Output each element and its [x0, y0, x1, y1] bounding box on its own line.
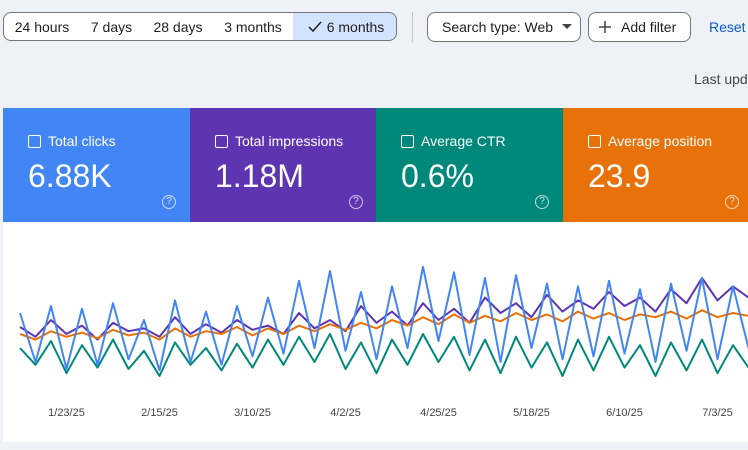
help-icon[interactable]: ?: [349, 195, 363, 209]
x-tick-label: 1/23/25: [48, 407, 85, 419]
metric-card[interactable]: Average position 23.9?: [563, 108, 748, 222]
divider: [412, 12, 413, 42]
help-icon[interactable]: ?: [162, 195, 176, 209]
metric-label: Average position: [608, 133, 713, 149]
series-line: [19, 333, 748, 377]
plus-icon: [599, 21, 611, 33]
metric-label: Average CTR: [421, 133, 506, 149]
chart-panel: [3, 222, 748, 442]
last-updated: Last updated: [694, 71, 748, 87]
metric-value: 1.18M: [215, 158, 304, 194]
x-tick-label: 4/2/25: [330, 407, 361, 419]
x-tick-label: 7/3/25: [702, 407, 733, 419]
help-icon[interactable]: ?: [535, 195, 549, 209]
metric-label: Total clicks: [48, 133, 116, 149]
add-filter-button[interactable]: Add filter: [588, 12, 691, 42]
checkbox[interactable]: [28, 135, 41, 148]
add-filter-label: Add filter: [621, 19, 677, 35]
reset-link[interactable]: Reset: [709, 19, 746, 35]
help-icon[interactable]: ?: [725, 195, 739, 209]
x-tick-label: 6/10/25: [606, 407, 643, 419]
range-button[interactable]: 6 months: [293, 12, 397, 41]
metric-value: 23.9: [588, 158, 651, 194]
x-tick-label: 5/18/25: [513, 407, 550, 419]
search-type-label: Search type: Web: [442, 19, 554, 35]
search-type-button[interactable]: Search type: Web: [427, 12, 581, 42]
dropdown-icon: [562, 24, 572, 29]
metric-card[interactable]: Total impressions 1.18M?: [190, 108, 377, 222]
series-line: [19, 277, 748, 341]
series-line: [19, 265, 748, 372]
metric-value: 0.6%: [401, 158, 474, 194]
metric-card[interactable]: Average CTR 0.6%?: [376, 108, 563, 222]
metric-label: Total impressions: [235, 133, 344, 149]
metric-card[interactable]: Total clicks 6.88K?: [3, 108, 190, 222]
metric-value: 6.88K: [28, 158, 112, 194]
checkbox[interactable]: [588, 135, 601, 148]
range-button[interactable]: 3 months: [213, 12, 294, 41]
checkbox[interactable]: [401, 135, 414, 148]
range-button[interactable]: 28 days: [143, 12, 214, 41]
x-tick-label: 2/15/25: [141, 407, 178, 419]
checkbox[interactable]: [215, 135, 228, 148]
check-icon: [308, 21, 322, 32]
x-tick-label: 3/10/25: [234, 407, 271, 419]
range-label: 6 months: [326, 18, 385, 35]
range-button[interactable]: 7 days: [80, 12, 144, 41]
range-button[interactable]: 24 hours: [3, 12, 81, 41]
x-tick-label: 4/25/25: [420, 407, 457, 419]
